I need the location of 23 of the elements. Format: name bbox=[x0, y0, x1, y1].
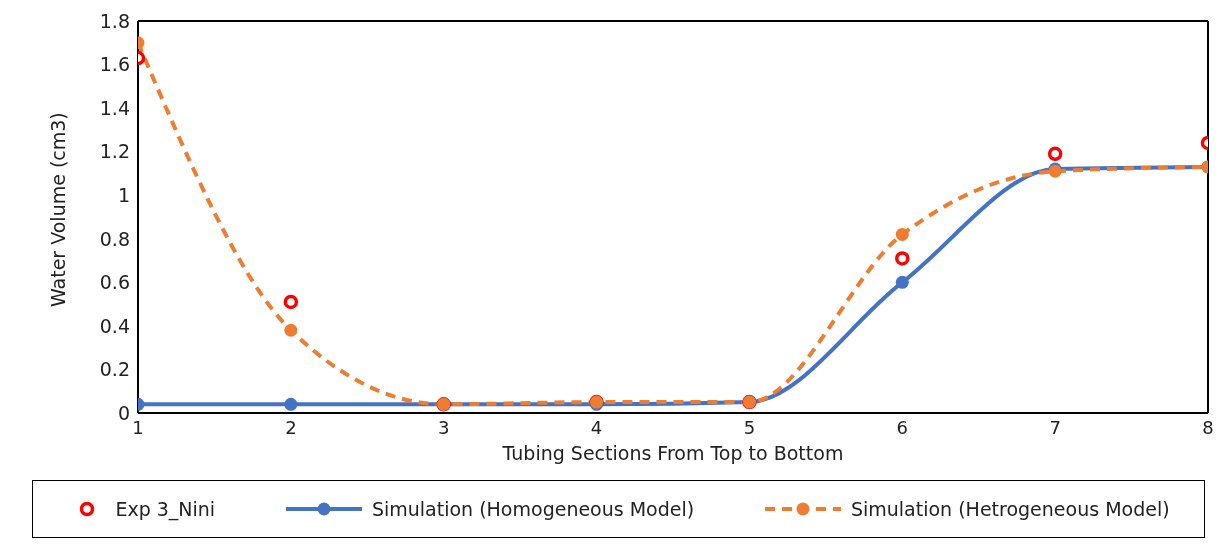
y-tick-label: 0.6 bbox=[99, 271, 130, 294]
y-axis-title: Water Volume (cm3) bbox=[46, 112, 69, 307]
y-tick-label: 1 bbox=[117, 183, 130, 206]
y-tick-label: 0 bbox=[117, 401, 130, 424]
legend-label: Simulation (Hetrogeneous Model) bbox=[850, 498, 1170, 520]
y-tick-label: 0.8 bbox=[99, 227, 130, 250]
x-tick-label: 7 bbox=[1049, 416, 1061, 438]
y-tick-label: 0.2 bbox=[99, 358, 130, 381]
y-tick-label: 1.4 bbox=[99, 96, 130, 119]
y-tick-label: 1.8 bbox=[99, 9, 130, 32]
legend-label: Simulation (Homogeneous Model) bbox=[371, 498, 695, 520]
x-axis-title: Tubing Sections From Top to Bottom bbox=[501, 442, 844, 464]
y-tick-label: 1.2 bbox=[99, 140, 130, 163]
x-tick-label: 5 bbox=[743, 416, 756, 438]
legend-label: Exp 3_Nini bbox=[115, 498, 216, 520]
x-tick-label: 3 bbox=[437, 416, 450, 438]
x-tick-label: 8 bbox=[1202, 416, 1214, 438]
x-tick-label: 1 bbox=[132, 416, 144, 438]
y-tick-label: 1.6 bbox=[99, 53, 130, 76]
x-tick-label: 2 bbox=[285, 416, 297, 438]
y-tick-label: 0.4 bbox=[99, 314, 130, 337]
x-tick-label: 4 bbox=[590, 416, 603, 438]
x-tick-label: 6 bbox=[896, 416, 909, 438]
